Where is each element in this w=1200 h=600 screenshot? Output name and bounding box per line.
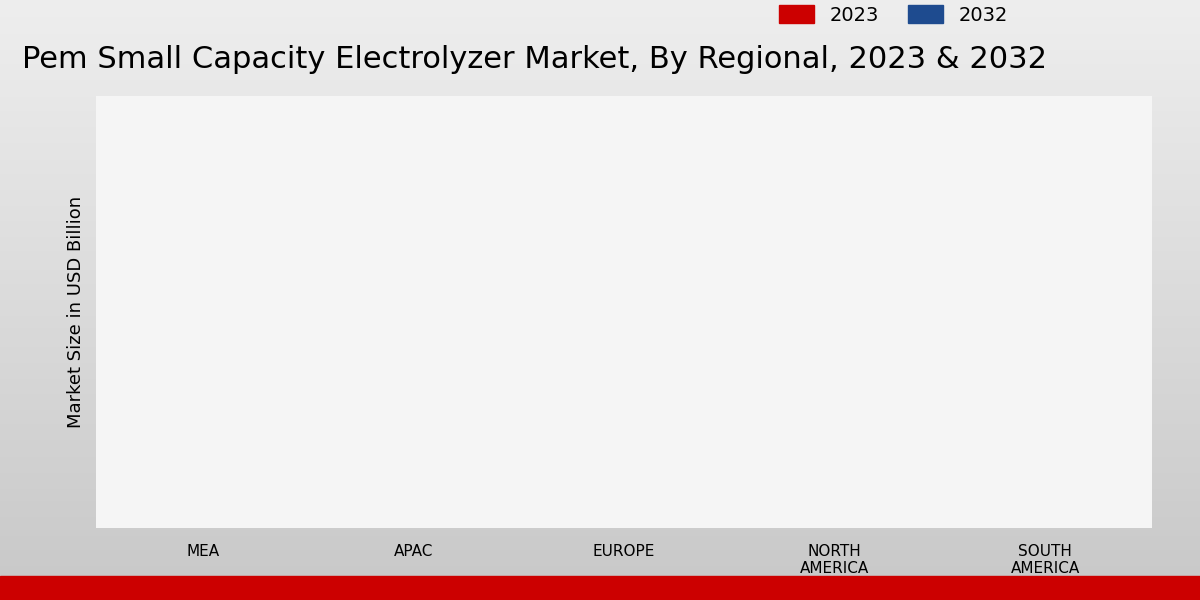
Bar xyxy=(986,476,1045,528)
Text: Pem Small Capacity Electrolyzer Market, By Regional, 2023 & 2032: Pem Small Capacity Electrolyzer Market, … xyxy=(22,45,1048,74)
Legend: 2023, 2032: 2023, 2032 xyxy=(770,0,1015,32)
Y-axis label: Market Size in USD Billion: Market Size in USD Billion xyxy=(67,196,85,428)
Bar xyxy=(624,161,683,528)
Bar xyxy=(1045,338,1104,528)
Bar xyxy=(0,576,1200,600)
Bar xyxy=(354,450,414,528)
Bar xyxy=(834,295,894,528)
Bar xyxy=(775,467,834,528)
Bar xyxy=(144,485,203,528)
Bar xyxy=(565,433,624,528)
Bar xyxy=(414,217,473,528)
Text: 0.1: 0.1 xyxy=(126,489,158,507)
Bar xyxy=(203,364,262,528)
